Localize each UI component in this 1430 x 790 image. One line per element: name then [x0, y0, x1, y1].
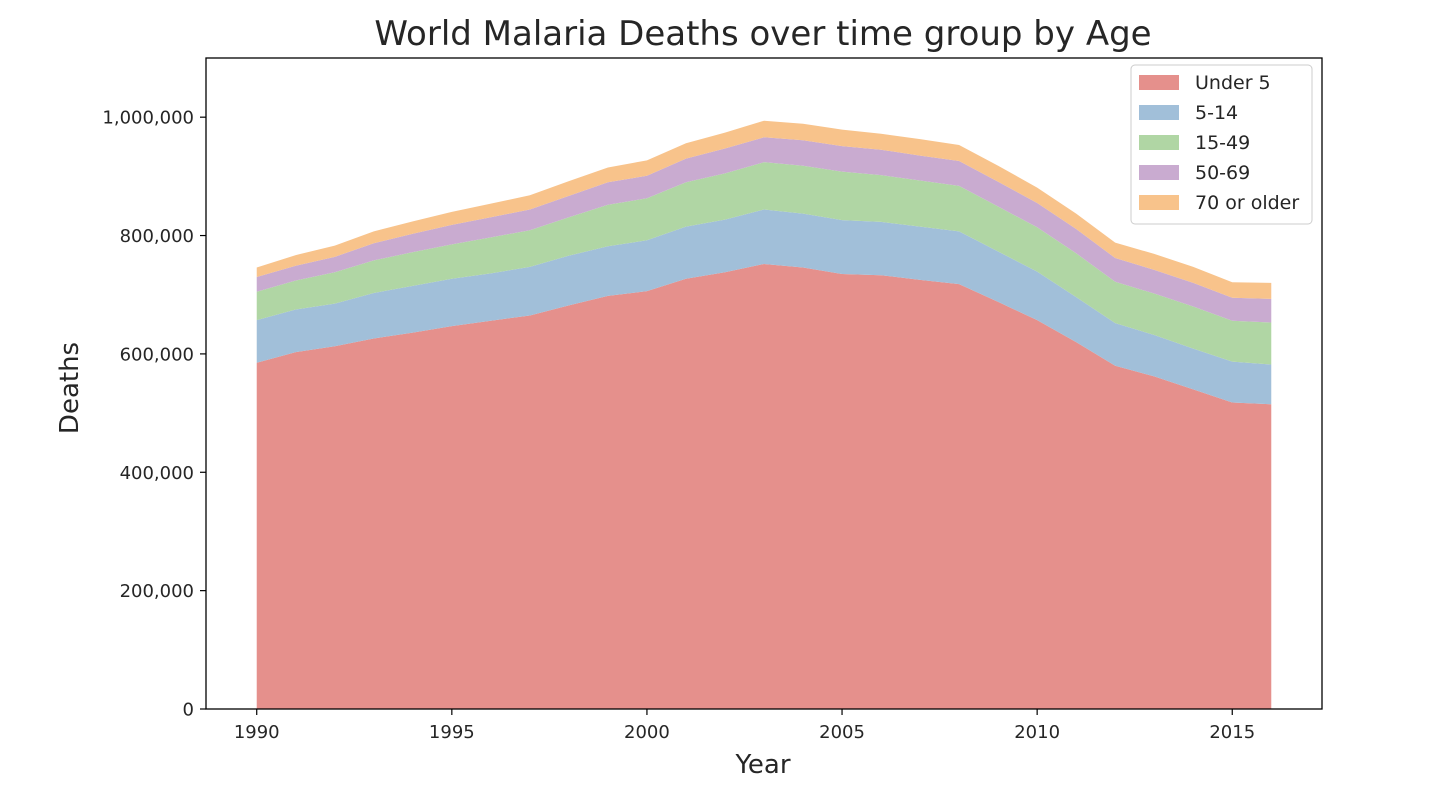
- legend-label: 50-69: [1195, 162, 1250, 184]
- legend-swatch: [1139, 165, 1179, 180]
- legend-swatch: [1139, 75, 1179, 90]
- legend-label: 15-49: [1195, 132, 1250, 154]
- y-tick-label: 0: [183, 700, 194, 721]
- y-tick-label: 800,000: [120, 226, 194, 247]
- y-tick-label: 600,000: [120, 344, 194, 365]
- area-series-2: [256, 162, 1272, 365]
- chart-title: World Malaria Deaths over time group by …: [374, 14, 1151, 54]
- legend-frame: [1130, 64, 1313, 225]
- x-tick-label: 1995: [429, 722, 475, 743]
- area-series-3: [256, 137, 1272, 323]
- legend-swatch: [1139, 105, 1179, 120]
- plot-frame: [205, 57, 1323, 710]
- legend-label: Under 5: [1195, 72, 1271, 94]
- y-tick-label: 200,000: [120, 581, 194, 602]
- area-series-0: [256, 263, 1272, 709]
- area-series-4: [256, 120, 1272, 299]
- y-tick-label: 400,000: [120, 463, 194, 484]
- y-tick-label: 1,000,000: [102, 108, 194, 129]
- x-tick-label: 2005: [819, 722, 865, 743]
- area-series-1: [256, 209, 1272, 405]
- x-axis-title: Year: [734, 750, 790, 780]
- x-tick-label: 1990: [234, 722, 280, 743]
- x-tick-label: 2015: [1209, 722, 1255, 743]
- x-axis: 1990 1995 2000 2005 2010 2015: [234, 709, 1255, 743]
- y-axis-title: Deaths: [55, 342, 85, 434]
- legend-swatch: [1139, 135, 1179, 150]
- x-tick-label: 2010: [1014, 722, 1060, 743]
- legend-swatch: [1139, 195, 1179, 210]
- y-axis: 0 200,000 400,000 600,000 800,000 1,000,000: [102, 108, 206, 721]
- legend-label: 5-14: [1195, 102, 1238, 124]
- x-tick-label: 2000: [624, 722, 670, 743]
- legend-label: 70 or older: [1195, 192, 1299, 214]
- legend: Under 5 5-14 15-49 50-69 70 or older: [1130, 64, 1313, 225]
- area-layer: [256, 120, 1272, 709]
